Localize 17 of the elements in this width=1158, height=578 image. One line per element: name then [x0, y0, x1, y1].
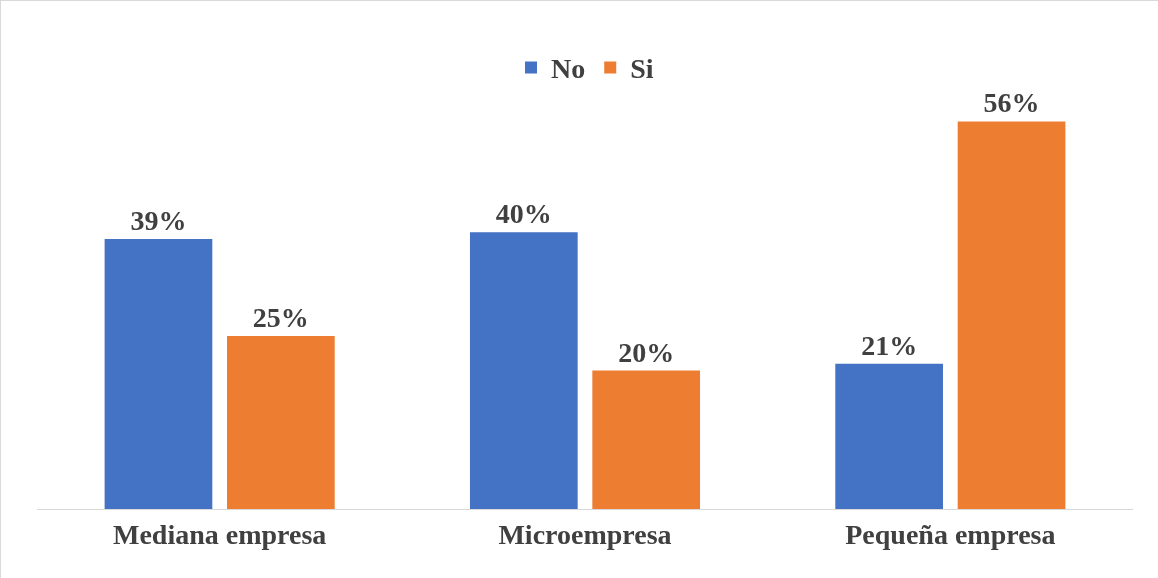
data-label: 40% — [495, 198, 552, 230]
legend-label: No — [551, 53, 586, 85]
data-label: 56% — [983, 87, 1040, 119]
data-label: 21% — [861, 329, 918, 361]
data-label: 25% — [252, 301, 309, 333]
bar — [592, 370, 701, 509]
x-tick-label: Mediana empresa — [112, 518, 327, 550]
bar — [104, 239, 213, 509]
x-tick-label: Pequeña empresa — [845, 518, 1056, 550]
bar — [469, 232, 578, 509]
bar — [227, 335, 335, 509]
data-label: 20% — [618, 336, 675, 368]
x-tick-label: Microempresa — [498, 518, 672, 550]
bar — [835, 363, 943, 509]
bar — [957, 121, 1066, 509]
legend-label: Si — [630, 53, 654, 85]
data-label: 39% — [130, 205, 187, 237]
